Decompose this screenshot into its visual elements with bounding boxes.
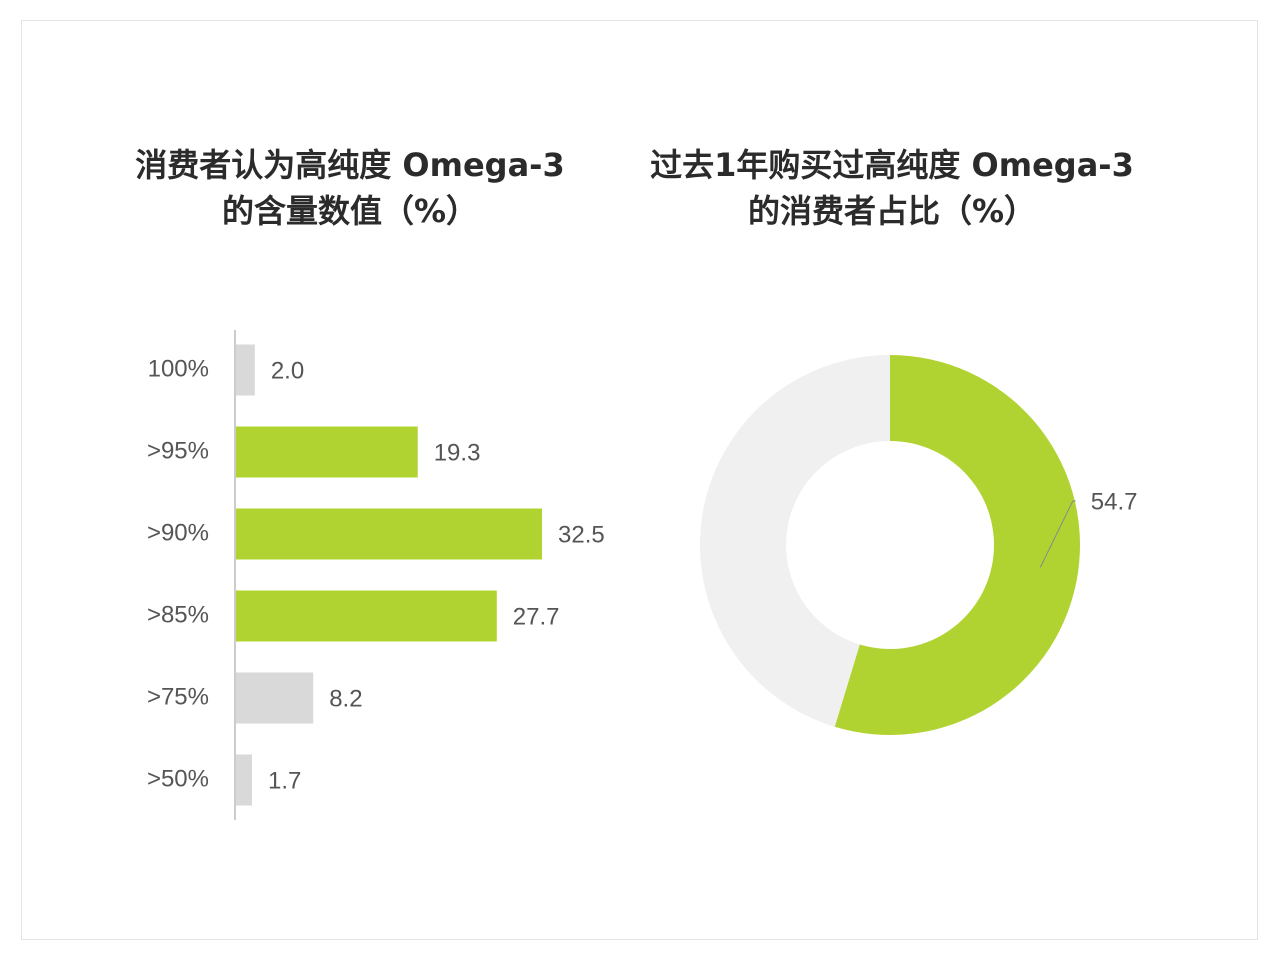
bar-5 (236, 754, 253, 806)
bar-chart: 100% 2.0 >95% 19.3 >90% 32.5 >85% 27.7 >75% 8.2 >5… (147, 330, 605, 820)
category-label-1: >95% (147, 437, 209, 464)
bar-chart-title-line-1: 消费者认为高纯度 Omega-3 (135, 146, 565, 184)
value-label-4: 8.2 (329, 685, 362, 712)
donut-chart-title-line-1: 过去1年购买过高纯度 Omega-3 (650, 146, 1134, 184)
value-label-1: 19.3 (434, 439, 481, 466)
donut-chart: 54.7 (700, 355, 1137, 735)
category-label-0: 100% (148, 355, 209, 382)
donut-chart-title: 过去1年购买过高纯度 Omega-3 的消费者占比（%） (612, 142, 1172, 234)
bar-4 (236, 672, 314, 724)
value-label-3: 27.7 (513, 603, 560, 630)
value-label-0: 2.0 (271, 357, 304, 384)
donut-chart-title-line-2: 的消费者占比（%） (747, 192, 1037, 230)
category-label-4: >75% (147, 683, 209, 710)
bar-chart-title: 消费者认为高纯度 Omega-3 的含量数值（%） (80, 142, 620, 234)
bar-3 (236, 590, 497, 642)
value-label-5: 1.7 (268, 767, 301, 794)
category-label-5: >50% (147, 765, 209, 792)
category-label-3: >85% (147, 601, 209, 628)
bar-1 (236, 426, 418, 478)
bar-chart-title-line-2: 的含量数值（%） (221, 192, 479, 230)
bar-2 (236, 508, 542, 560)
donut-value-label-0: 54.7 (1091, 488, 1138, 515)
category-label-2: >90% (147, 519, 209, 546)
donut-slice-1 (700, 355, 890, 727)
donut-leader-line-0 (1039, 500, 1076, 568)
donut-slice-0 (834, 355, 1080, 735)
value-label-2: 32.5 (558, 521, 605, 548)
bar-0 (236, 344, 255, 396)
